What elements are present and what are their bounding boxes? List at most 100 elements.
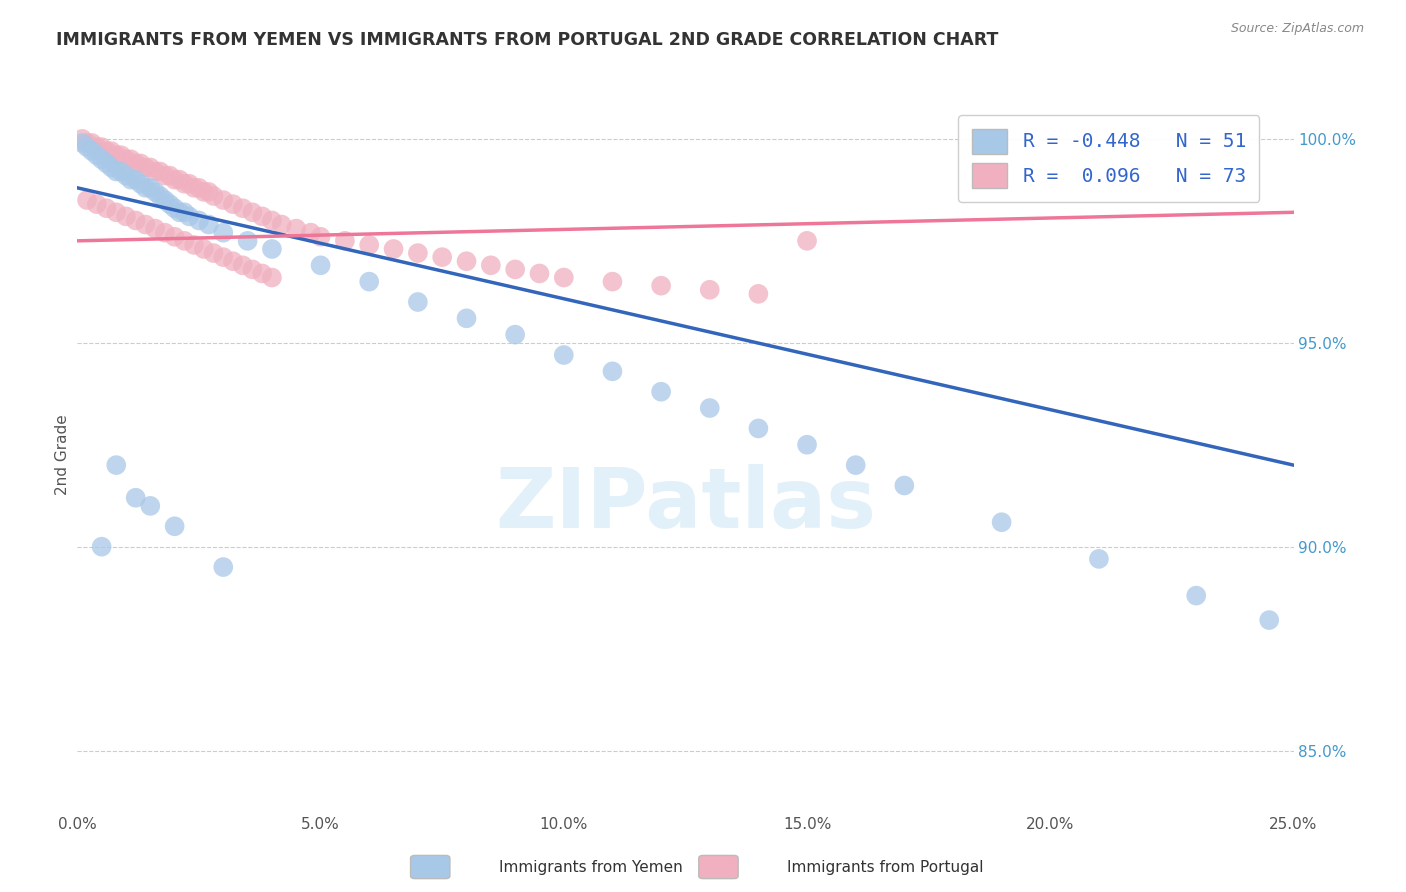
Point	[90, 540, 112, 554]
Point	[153, 169, 176, 183]
Point	[76, 193, 98, 207]
Text: Immigrants from Yemen: Immigrants from Yemen	[499, 861, 683, 875]
Point	[169, 205, 191, 219]
Point	[80, 136, 103, 150]
Text: ZIPatlas: ZIPatlas	[495, 465, 876, 545]
Point	[747, 421, 769, 435]
Point	[845, 458, 868, 472]
Point	[990, 515, 1012, 529]
Point	[80, 144, 103, 158]
Point	[309, 229, 332, 244]
Point	[260, 242, 283, 256]
Point	[232, 258, 254, 272]
Point	[188, 213, 211, 227]
Point	[125, 213, 148, 227]
Point	[1185, 589, 1208, 603]
Point	[309, 258, 332, 272]
Point	[70, 132, 93, 146]
Point	[432, 250, 454, 264]
Point	[529, 267, 551, 281]
Point	[105, 205, 128, 219]
Point	[96, 156, 118, 170]
Point	[650, 384, 672, 399]
Text: Immigrants from Portugal: Immigrants from Portugal	[787, 861, 984, 875]
Point	[120, 172, 142, 186]
Point	[153, 226, 176, 240]
Point	[202, 246, 225, 260]
Point	[134, 218, 156, 232]
Point	[76, 140, 98, 154]
Point	[163, 229, 186, 244]
Point	[503, 327, 526, 342]
Point	[143, 221, 166, 235]
Point	[110, 164, 132, 178]
Point	[212, 560, 235, 574]
Point	[96, 201, 118, 215]
Point	[100, 161, 122, 175]
Point	[893, 478, 915, 492]
Point	[163, 172, 186, 186]
Point	[503, 262, 526, 277]
Point	[406, 295, 429, 310]
Point	[197, 218, 219, 232]
Point	[86, 140, 108, 154]
Point	[129, 156, 152, 170]
Point	[139, 161, 162, 175]
Point	[222, 254, 245, 268]
Point	[125, 491, 148, 505]
Point	[222, 197, 245, 211]
Point	[299, 226, 322, 240]
Point	[699, 283, 721, 297]
Point	[553, 270, 575, 285]
Point	[163, 519, 186, 533]
Point	[134, 161, 156, 175]
Point	[236, 234, 259, 248]
Point	[553, 348, 575, 362]
Point	[105, 148, 128, 162]
Point	[650, 278, 672, 293]
Point	[359, 238, 381, 252]
Point	[212, 250, 235, 264]
Point	[173, 234, 195, 248]
Point	[242, 262, 264, 277]
Point	[105, 164, 128, 178]
Point	[159, 197, 181, 211]
Point	[173, 205, 195, 219]
Point	[76, 136, 98, 150]
Point	[232, 201, 254, 215]
Point	[1088, 552, 1111, 566]
Point	[86, 148, 108, 162]
Point	[105, 458, 128, 472]
Point	[796, 234, 818, 248]
Point	[179, 210, 201, 224]
Point	[285, 221, 308, 235]
Point	[796, 438, 818, 452]
Point	[260, 270, 283, 285]
Point	[100, 144, 122, 158]
Point	[193, 242, 215, 256]
Point	[173, 177, 195, 191]
Y-axis label: 2nd Grade: 2nd Grade	[55, 415, 70, 495]
Point	[86, 197, 108, 211]
Point	[70, 136, 93, 150]
Point	[193, 185, 215, 199]
Point	[382, 242, 405, 256]
Point	[143, 164, 166, 178]
Point	[359, 275, 381, 289]
Point	[456, 254, 478, 268]
Point	[115, 169, 138, 183]
Point	[250, 267, 273, 281]
Point	[159, 169, 181, 183]
Point	[125, 172, 148, 186]
Point	[149, 189, 172, 203]
Point	[120, 153, 142, 167]
Text: IMMIGRANTS FROM YEMEN VS IMMIGRANTS FROM PORTUGAL 2ND GRADE CORRELATION CHART: IMMIGRANTS FROM YEMEN VS IMMIGRANTS FROM…	[56, 31, 998, 49]
Point	[139, 181, 162, 195]
Point	[139, 499, 162, 513]
Point	[188, 181, 211, 195]
Point	[250, 210, 273, 224]
Point	[115, 210, 138, 224]
Point	[747, 286, 769, 301]
Point	[143, 185, 166, 199]
Point	[333, 234, 356, 248]
